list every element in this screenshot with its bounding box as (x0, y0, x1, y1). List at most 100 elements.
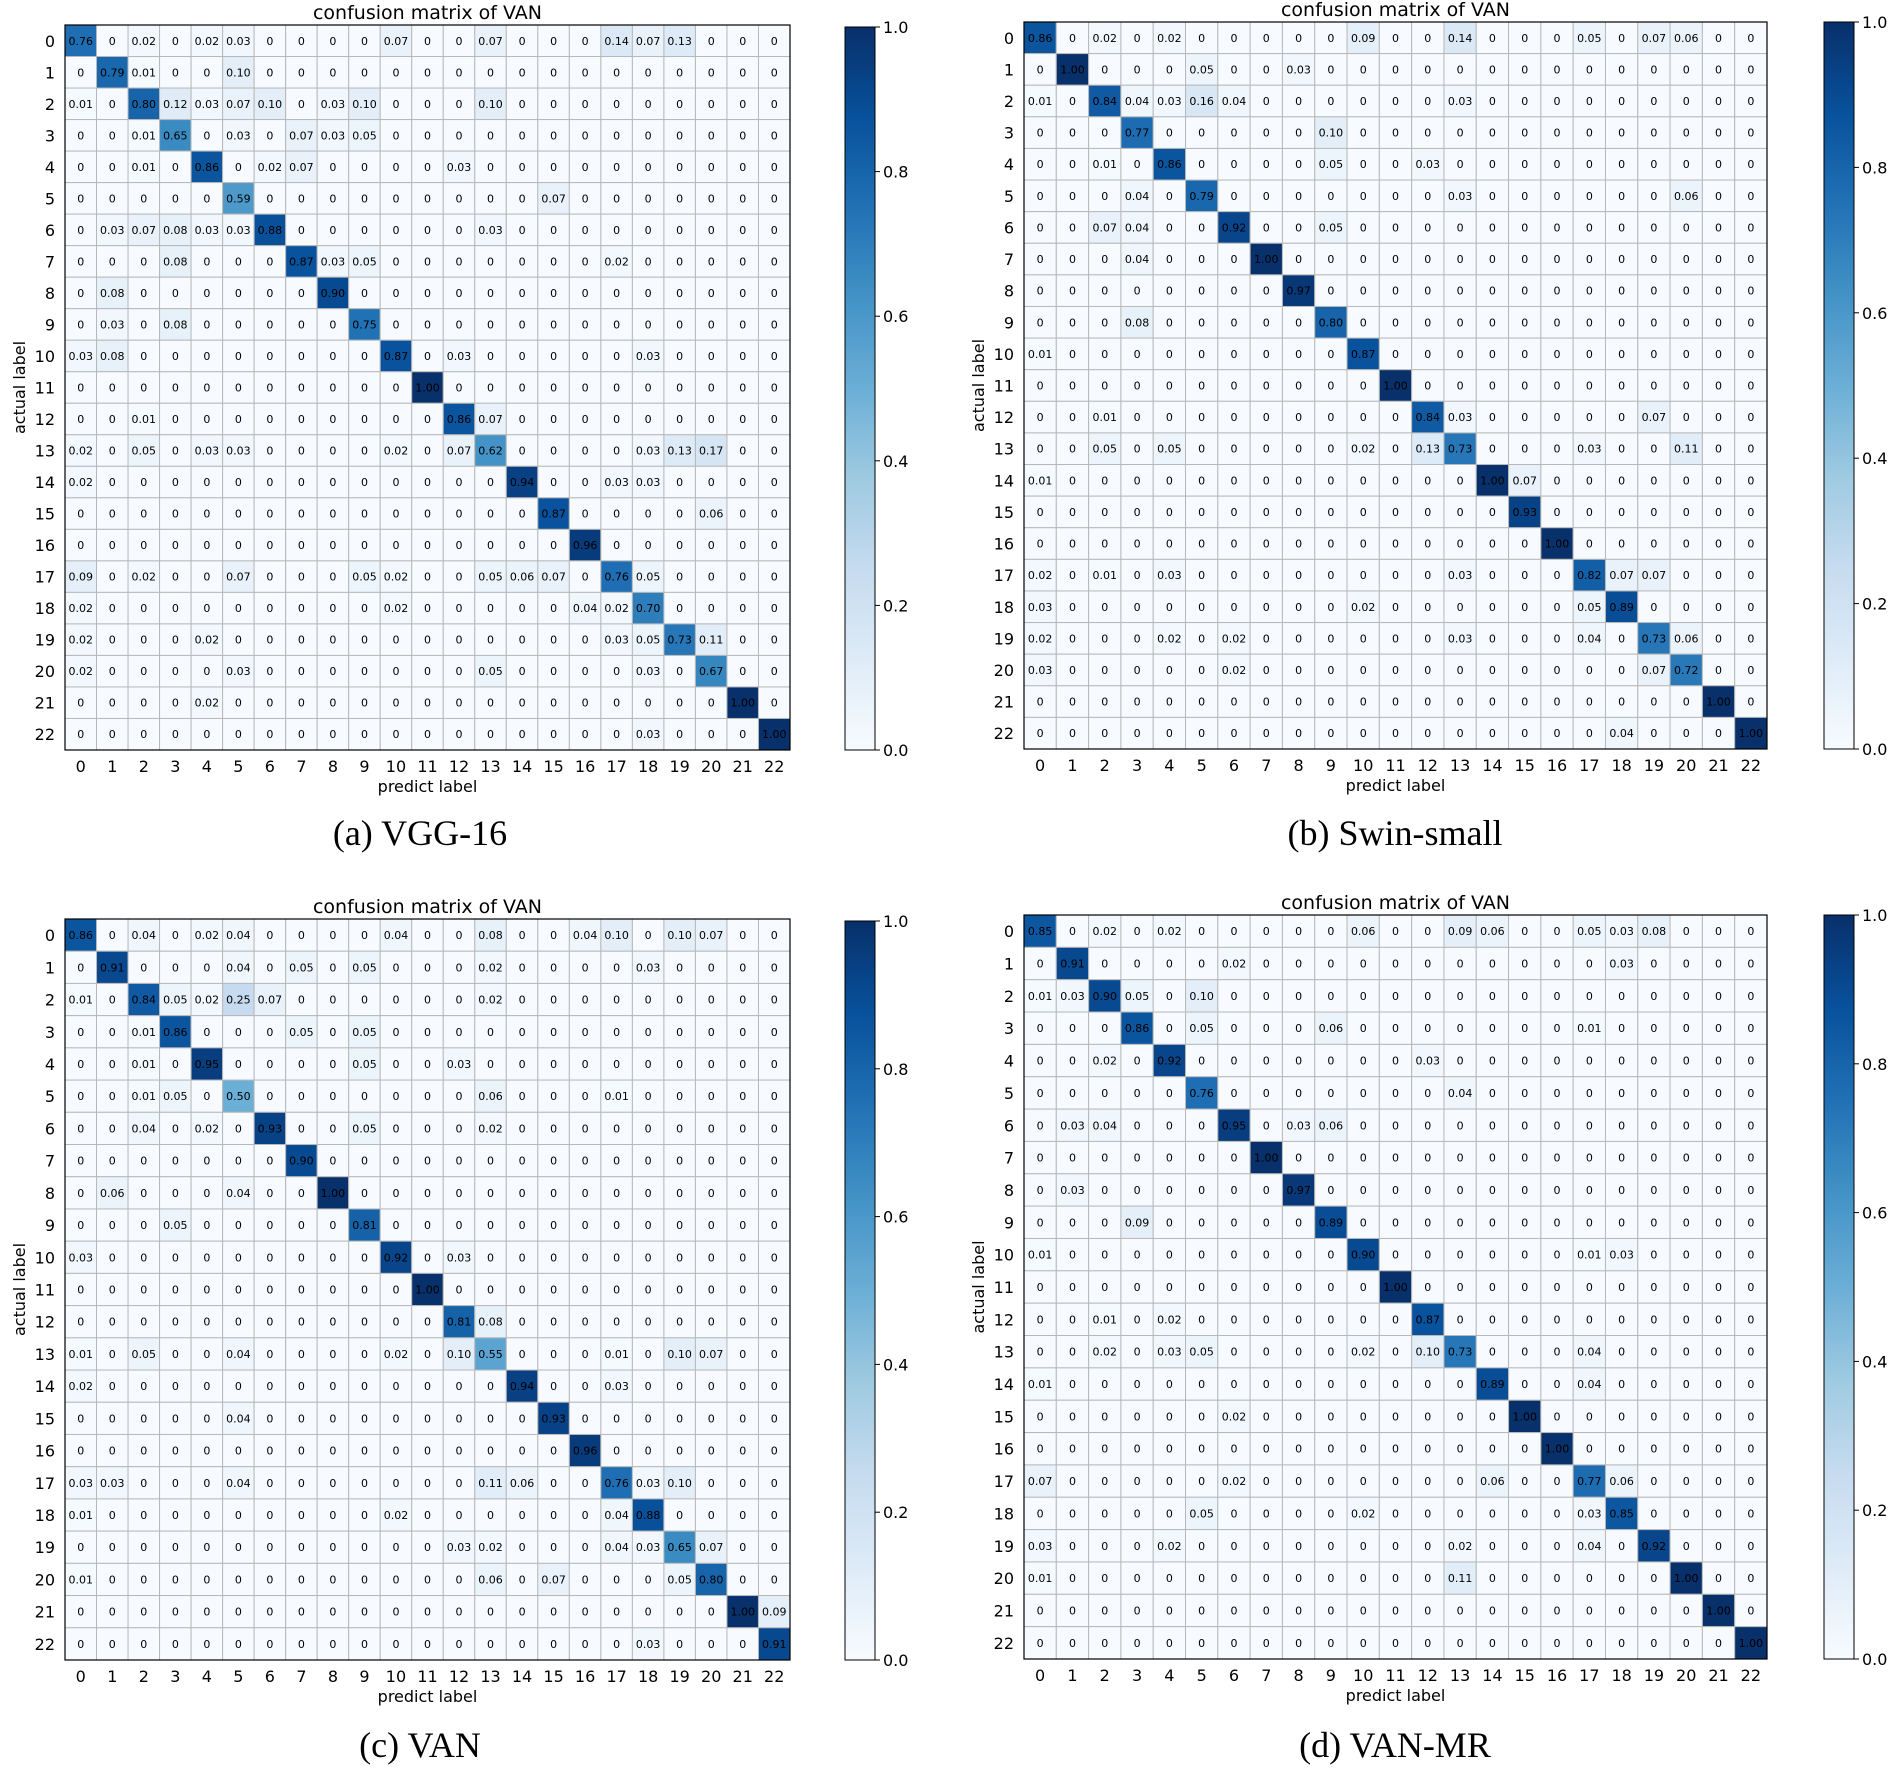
cell-value-label: 0 (1521, 925, 1528, 938)
cell-value-label: 0 (645, 539, 652, 552)
cell-value-label: 0 (1457, 1249, 1464, 1262)
cell-value-label: 0 (1263, 348, 1270, 361)
cell-value-label: 0 (424, 1026, 431, 1039)
cell-value-label: 0 (424, 445, 431, 458)
heatmap-cell (222, 24, 255, 58)
cell-value-label: 0 (1554, 1281, 1561, 1294)
cell-value-label: 0 (771, 1058, 778, 1071)
cell-value-label: 0 (1554, 958, 1561, 971)
heatmap-cell (222, 339, 255, 373)
cell-value-label: 0 (1295, 632, 1302, 645)
cell-value-label: 0 (1230, 1281, 1237, 1294)
cell-value-label: 0 (739, 1348, 746, 1361)
cell-value-label: 0 (1424, 253, 1431, 266)
heatmap-cell (505, 245, 539, 278)
cell-value-label: 0.07 (1609, 569, 1634, 582)
heatmap-cell (600, 591, 633, 625)
heatmap-cell (159, 371, 192, 404)
cell-value-label: 0.01 (69, 1509, 94, 1522)
cell-value-label: 0 (298, 1509, 305, 1522)
cell-value-label: 0.04 (226, 1412, 251, 1425)
cell-value-label: 0 (1650, 95, 1657, 108)
y-tick-label: 21 (35, 694, 55, 713)
heatmap-cell (757, 87, 791, 121)
cell-value-label: 0 (1650, 1249, 1657, 1262)
cell-value-label: 0.02 (1157, 1540, 1182, 1553)
cell-value-label: 0 (613, 161, 620, 174)
cell-value-label: 0.03 (321, 98, 346, 111)
cell-value-label: 0 (298, 98, 305, 111)
cell-value-label: 0 (266, 665, 273, 678)
colorbar-tick-label: 0.0 (1862, 1650, 1887, 1669)
cell-value-label: 0 (1650, 1410, 1657, 1423)
cell-value-label: 0 (1457, 63, 1464, 76)
cell-value-label: 0.06 (1674, 32, 1699, 45)
cell-value-label: 0 (613, 413, 620, 426)
cell-value-label: 0 (613, 382, 620, 395)
cell-value-label: 0 (1715, 1087, 1722, 1100)
heatmap-cell (1346, 147, 1380, 181)
cell-value-label: 0 (739, 994, 746, 1007)
heatmap-cell (537, 654, 570, 688)
cell-value-label: 0 (361, 35, 368, 48)
cell-value-label: 0 (1134, 285, 1141, 298)
cell-value-label: 0.01 (69, 1573, 94, 1586)
cell-value-label: 0 (1715, 1022, 1722, 1035)
cell-value-label: 0 (676, 1412, 683, 1425)
cell-value-label: 0.13 (667, 35, 692, 48)
cell-value-label: 0 (1327, 348, 1334, 361)
cell-value-label: 0 (1683, 1637, 1690, 1650)
cell-value-label: 0 (77, 1187, 84, 1200)
cell-value-label: 0 (1134, 1152, 1141, 1165)
cell-value-label: 0 (519, 728, 526, 741)
cell-value-label: 0 (1134, 632, 1141, 645)
cell-value-label: 0.03 (100, 224, 125, 237)
cell-value-label: 0 (771, 66, 778, 79)
heatmap-cell (694, 245, 728, 278)
cell-value-label: 0 (456, 1026, 463, 1039)
heatmap-cell (1055, 305, 1090, 339)
cell-value-label: 0 (109, 1284, 116, 1297)
heatmap-cell (1443, 21, 1477, 55)
cell-value-label: 0 (487, 728, 494, 741)
cell-value-label: 0 (1230, 601, 1237, 614)
cell-value-label: 0.02 (1028, 569, 1053, 582)
cell-value-label: 0 (1683, 316, 1690, 329)
cell-value-label: 0 (550, 1219, 557, 1232)
cell-value-label: 0 (550, 413, 557, 426)
cell-value-label: 0.02 (195, 634, 220, 647)
cell-value-label: 0.05 (132, 445, 157, 458)
cell-value-label: 0 (613, 192, 620, 205)
cell-value-label: 0.95 (195, 1058, 220, 1071)
x-tick-label: 5 (233, 1667, 243, 1686)
cell-value-label: 0 (676, 571, 683, 584)
cell-value-label: 0 (739, 728, 746, 741)
heatmap-cell (1669, 179, 1703, 213)
cell-value-label: 0 (550, 961, 557, 974)
cell-value-label: 0 (1554, 63, 1561, 76)
heatmap-cell (1604, 147, 1639, 181)
cell-value-label: 0 (1424, 1119, 1431, 1132)
cell-value-label: 0 (140, 1412, 147, 1425)
cell-value-label: 0 (1295, 1637, 1302, 1650)
heatmap-cell (1314, 21, 1348, 55)
heatmap-cell (1346, 242, 1380, 276)
cell-value-label: 0.02 (69, 665, 94, 678)
cell-value-label: 0 (424, 602, 431, 615)
cell-value-label: 0 (1327, 190, 1334, 203)
cell-value-label: 0 (1198, 1119, 1205, 1132)
cell-value-label: 0 (392, 634, 399, 647)
cell-value-label: 0 (1521, 538, 1528, 551)
cell-value-label: 0 (1683, 1604, 1690, 1617)
cell-value-label: 0 (1650, 221, 1657, 234)
heatmap-cell (1152, 305, 1187, 339)
cell-value-label: 0 (1683, 253, 1690, 266)
cell-value-label: 0 (172, 697, 179, 710)
cell-value-label: 0 (708, 1251, 715, 1264)
cell-value-label: 0 (582, 1477, 589, 1490)
cell-value-label: 0 (1263, 1022, 1270, 1035)
cell-value-label: 0 (1327, 1443, 1334, 1456)
heatmap-cell (1378, 400, 1413, 434)
cell-value-label: 0 (1424, 316, 1431, 329)
cell-value-label: 0 (1618, 474, 1625, 487)
